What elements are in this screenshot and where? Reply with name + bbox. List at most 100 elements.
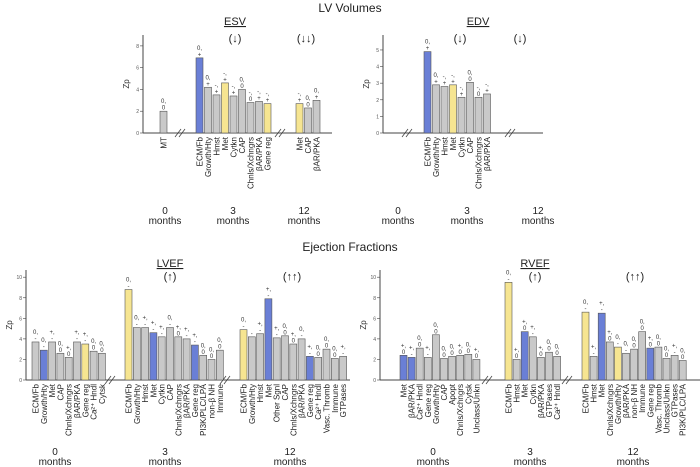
bar-label: Cytkn	[158, 384, 167, 404]
bar	[432, 334, 440, 381]
bar-annotation: 0	[477, 92, 481, 98]
bar-label: Vasc. Thromb	[654, 383, 663, 433]
time-label: 12	[284, 447, 296, 458]
bar-annotation: +	[257, 96, 261, 102]
axis-break	[174, 128, 182, 138]
bar	[456, 355, 465, 381]
bar	[448, 356, 456, 381]
bar-label: Chnls/Xchngrs	[174, 384, 183, 436]
section-title-lv-volumes: LV Volumes	[318, 1, 381, 15]
bar-label: ECM/Fb	[582, 383, 591, 413]
bar	[662, 358, 671, 381]
axis-break	[485, 375, 493, 385]
bar-annotation: -	[411, 352, 413, 358]
bar-annotation: 0	[649, 343, 653, 349]
bar-annotation: 0	[467, 349, 471, 355]
bar	[407, 357, 416, 381]
bar-annotation: 0,	[664, 346, 669, 352]
bar	[322, 348, 331, 381]
bar-annotation: 0,	[433, 323, 438, 329]
bar	[64, 357, 73, 381]
time-label: 12	[298, 206, 310, 217]
bar-annotation: +	[298, 98, 302, 104]
bar-label: non-β NH	[630, 384, 639, 419]
bar-label: βAR/PKA	[408, 383, 417, 418]
bar-annotation: +,	[530, 325, 536, 331]
time-label: 0	[52, 447, 58, 458]
bar-label: Ca²⁺ Hndl	[314, 384, 323, 420]
bar-annotation: 0,	[282, 324, 287, 330]
bar-label: GTPases	[545, 384, 554, 417]
bar-annotation: 0,	[640, 320, 645, 326]
y-tick-label: 0	[376, 131, 379, 137]
bar-annotation: -,	[257, 89, 261, 95]
time-unit-label: months	[382, 216, 415, 227]
bar-annotation: 0	[292, 339, 296, 345]
bar-label: Immune	[216, 383, 225, 412]
bar-annotation: +	[315, 95, 319, 101]
panel-rvef: 0246810ZpRVEF0months+,0Met+,-βAR/PKA0,0C…	[359, 258, 700, 467]
bar-annotation: 0,	[299, 327, 304, 333]
bar-label: Chnls/Xchngrs	[606, 384, 615, 436]
time-label: 3	[162, 447, 168, 458]
y-tick-label: 4	[376, 65, 379, 71]
time-unit-label: months	[149, 457, 182, 467]
bar-label: Unclass/Unkn	[663, 384, 672, 433]
bar	[423, 357, 432, 381]
y-tick-label: 8	[136, 44, 139, 50]
bar-label: βAR/PKA	[73, 383, 82, 418]
y-tick-label: 8	[373, 296, 376, 302]
bar-annotation: +	[426, 46, 430, 52]
bar-label: Growth/Hty	[432, 384, 441, 424]
bar	[614, 346, 622, 381]
bar-annotation: -	[674, 350, 676, 356]
bar	[157, 336, 166, 381]
bar-annotation: 0	[177, 331, 181, 337]
bar-annotation: +	[485, 88, 489, 94]
bar-label: Gene reg	[424, 384, 433, 417]
bar-annotation: +,	[184, 327, 190, 333]
bar-annotation: 0,	[167, 316, 172, 322]
bar-label: βAR/PKA	[622, 383, 631, 418]
bar	[216, 349, 224, 381]
bar-annotation: +,	[307, 344, 313, 350]
bar	[339, 356, 347, 381]
bar-annotation: -	[301, 333, 303, 339]
bar-annotation: +	[215, 89, 219, 95]
bar-label: Ca²⁺ Hndl	[90, 384, 99, 420]
bar	[630, 348, 638, 381]
y-tick-label: 6	[373, 316, 376, 322]
bar	[432, 84, 440, 134]
bar-annotation: 0,	[433, 73, 438, 79]
bar-label: Met	[48, 383, 57, 397]
bar-annotation: 0	[283, 330, 287, 336]
bar-label: ECM/Fb	[424, 136, 433, 166]
bar-annotation: 0	[434, 329, 438, 335]
bar-label: βAR/PKA	[483, 136, 492, 171]
y-tick-label: 0	[373, 378, 376, 384]
bar-label: ECM/Fb	[32, 383, 41, 413]
bar-label: Hmst	[256, 383, 265, 402]
bar-annotation: 0	[523, 326, 527, 332]
bar-label: Immune	[638, 383, 647, 412]
panel-lvef: 0246810ZpLVEF0months0,-ECM/Fb0,-Growth/H…	[5, 258, 350, 467]
bar-annotation: 0,	[305, 96, 310, 102]
bar-annotation: 0	[665, 353, 669, 359]
bar	[304, 107, 312, 134]
bar-annotation: +,	[591, 344, 597, 350]
bar-annotation: -	[51, 336, 53, 342]
bar-label: Ca²⁺ Hndl	[553, 384, 562, 420]
bar-annotation: 0,	[209, 347, 214, 353]
bar-label: Gene reg	[191, 384, 200, 417]
bar-annotation: -	[617, 342, 619, 348]
bar	[622, 352, 630, 381]
bar	[255, 101, 263, 134]
bar-annotation: +,	[538, 345, 544, 351]
bar-annotation: 0	[555, 351, 559, 357]
trend-arrow: (↑↑)	[283, 271, 301, 283]
bar-label: Gene reg	[264, 137, 273, 170]
bar-label: βAR/PKA	[298, 383, 307, 418]
bar-label: Met	[264, 383, 273, 397]
bar-annotation: 0,	[615, 335, 620, 341]
bar	[289, 343, 298, 381]
